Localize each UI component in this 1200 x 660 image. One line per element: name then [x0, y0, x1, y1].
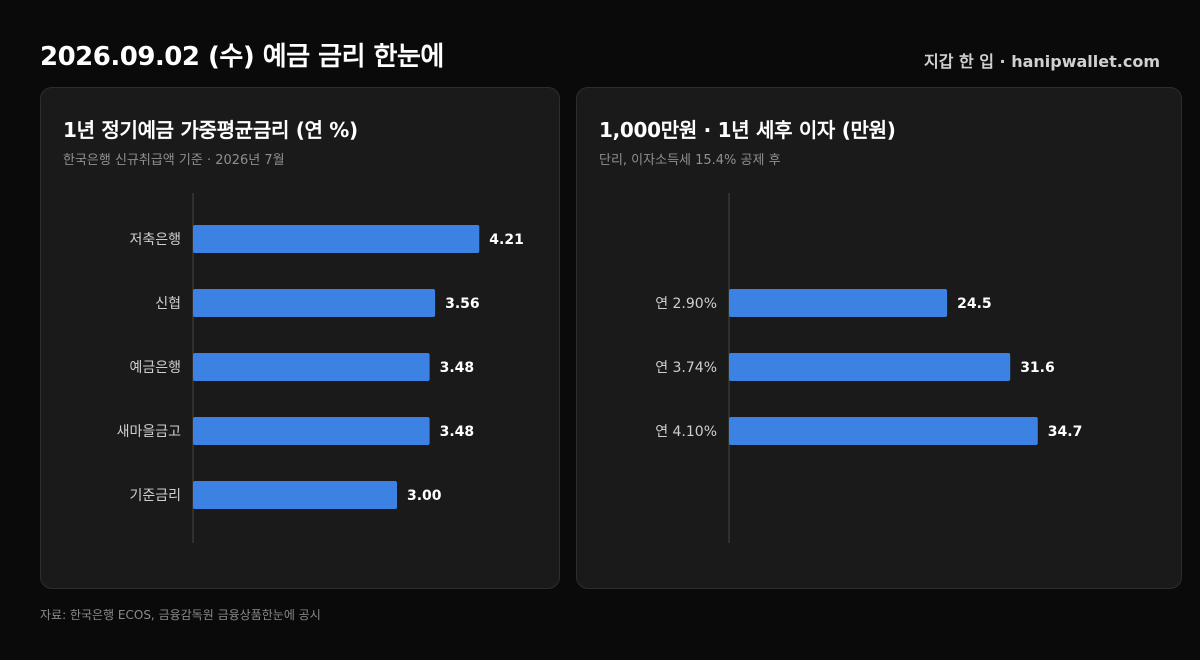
interest-chart-title: 1,000만원 · 1년 세후 이자 (만원) [599, 118, 896, 142]
interest-bar-chart: 연 2.90% 24.5 연 3.74% 31.6 연 4.10% 34.7 [655, 193, 1083, 543]
rate-chart-panel: 1년 정기예금 가중평균금리 (연 %) 한국은행 신규취급액 기준 · 202… [40, 87, 560, 589]
interest-category-label: 연 2.90% [655, 296, 717, 312]
rate-category-label: 저축은행 [129, 232, 181, 248]
rate-category-label: 신협 [155, 296, 181, 312]
interest-category-label: 연 3.74% [655, 360, 717, 376]
interest-bar [729, 417, 1038, 445]
rate-bar-chart: 저축은행 4.21 신협 3.56 예금은행 3.48 새마을금고 3.48 기준금리 3.00 [117, 193, 524, 543]
rate-bar [193, 481, 397, 509]
rate-category-label: 기준금리 [129, 488, 181, 504]
rate-bar [193, 225, 480, 253]
rate-category-label: 새마을금고 [117, 424, 182, 440]
rate-value-label: 3.56 [445, 296, 480, 312]
rate-chart-title: 1년 정기예금 가중평균금리 (연 %) [63, 118, 358, 142]
interest-value-label: 31.6 [1020, 360, 1055, 376]
rate-value-label: 4.21 [489, 232, 524, 248]
interest-bar [729, 289, 948, 317]
interest-bar [729, 353, 1011, 381]
rate-bar [193, 353, 430, 381]
brand-label: 지갑 한 입 · hanipwallet.com [923, 52, 1160, 71]
rate-value-label: 3.00 [407, 488, 442, 504]
interest-value-label: 24.5 [957, 296, 992, 312]
page-title: 2026.09.02 (수) 예금 금리 한눈에 [40, 42, 444, 72]
rate-bar [193, 417, 430, 445]
rate-category-label: 예금은행 [129, 360, 181, 376]
interest-chart-panel: 1,000만원 · 1년 세후 이자 (만원) 단리, 이자소득세 15.4% … [576, 87, 1182, 589]
interest-category-label: 연 4.10% [655, 424, 717, 440]
rate-chart-subtitle: 한국은행 신규취급액 기준 · 2026년 7월 [63, 153, 285, 168]
interest-value-label: 34.7 [1048, 424, 1083, 440]
rate-value-label: 3.48 [440, 424, 475, 440]
rate-bar [193, 289, 436, 317]
rate-value-label: 3.48 [440, 360, 475, 376]
source-footnote: 자료: 한국은행 ECOS, 금융감독원 금융상품한눈에 공시 [40, 608, 321, 622]
interest-chart-subtitle: 단리, 이자소득세 15.4% 공제 후 [599, 153, 781, 168]
